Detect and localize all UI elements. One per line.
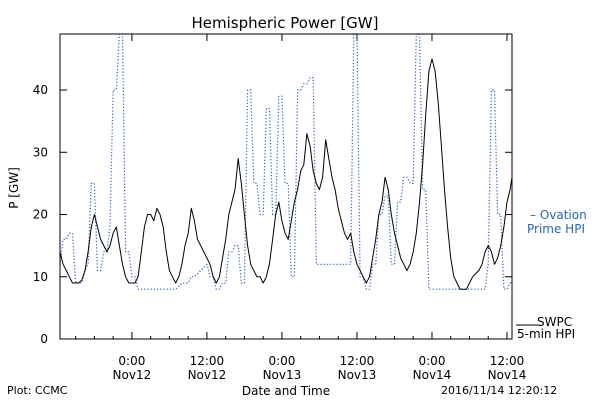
legend-swpc-line1: SWPC (537, 315, 572, 329)
x-tick-date-label: Nov14 (488, 368, 527, 382)
x-tick-date-label: Nov13 (263, 368, 302, 382)
plot-frame (59, 33, 513, 340)
x-tick-time-label: 0:00 (419, 354, 446, 368)
y-tick-label: 0 (40, 332, 48, 346)
footer-right: 2016/11/14 12:20:12 (441, 384, 558, 397)
y-axis-label: P [GW] (7, 167, 21, 209)
x-tick-time-label: 12:00 (490, 354, 525, 368)
series-swpc-line (59, 58, 513, 290)
x-axis-label: Date and Time (242, 384, 330, 398)
x-tick-date-label: Nov13 (338, 368, 377, 382)
x-tick-date-label: Nov12 (188, 368, 227, 382)
x-tick-date-label: Nov14 (413, 368, 452, 382)
x-tick-date-label: Nov12 (113, 368, 152, 382)
y-tick-label: 40 (33, 83, 48, 97)
y-tick-label: 20 (33, 208, 48, 222)
x-tick-time-label: 0:00 (118, 354, 145, 368)
legend-swpc-line2: 5-min HPI (517, 327, 575, 341)
x-axis-ticks: 0:00Nov1212:00Nov120:00Nov1312:00Nov130:… (75, 34, 527, 382)
x-tick-time-label: 12:00 (190, 354, 225, 368)
y-axis-ticks: 0 10 20 30 40 (33, 83, 512, 346)
x-tick-time-label: 0:00 (268, 354, 295, 368)
legend-ovation-line1: – Ovation (530, 208, 587, 222)
x-tick-time-label: 12:00 (340, 354, 375, 368)
series-layer (59, 33, 513, 290)
series-ovation-line (59, 33, 512, 290)
y-tick-label: 10 (33, 270, 48, 284)
legend-ovation-line2: Prime HPI (527, 222, 585, 236)
y-tick-label: 30 (33, 145, 48, 159)
footer-left: Plot: CCMC (7, 384, 68, 397)
chart-title: Hemispheric Power [GW] (192, 14, 379, 32)
